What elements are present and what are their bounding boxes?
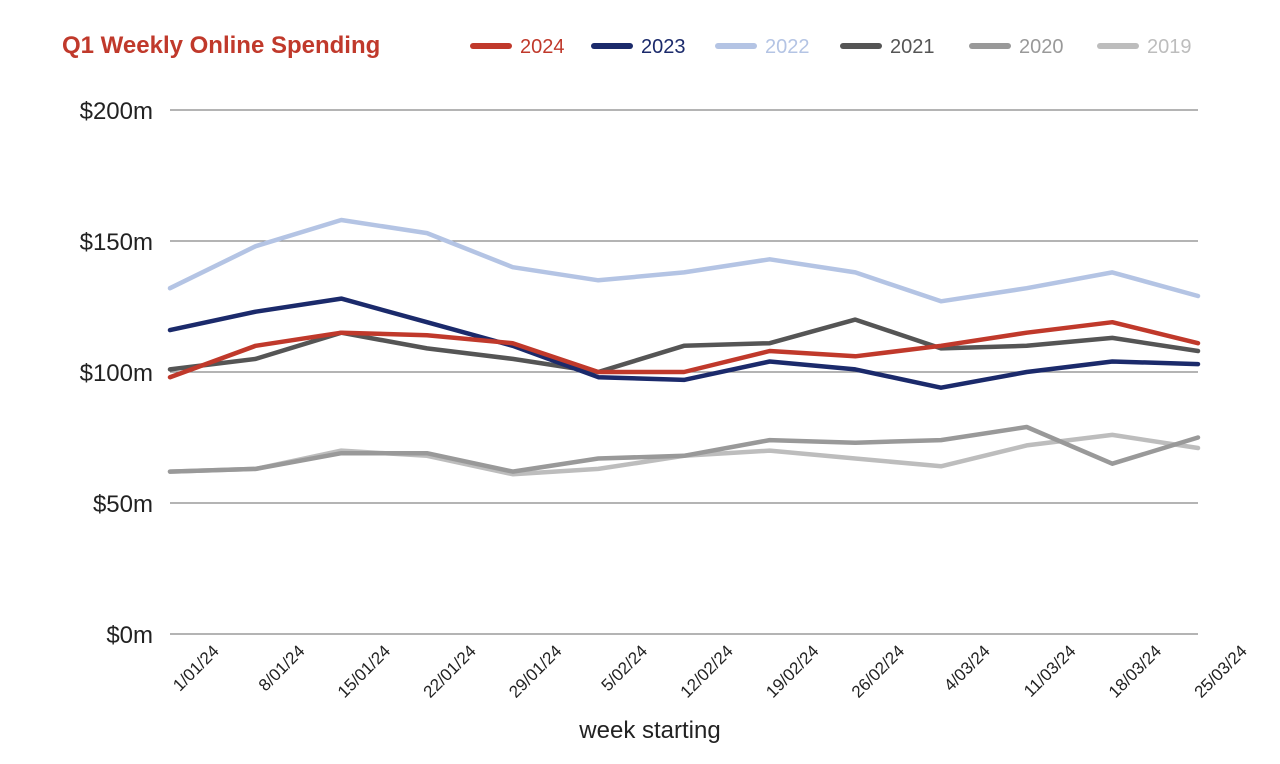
legend-label: 2022 xyxy=(765,36,810,58)
legend-label: 2023 xyxy=(641,36,686,58)
legend-item-2019: 2019 xyxy=(1097,36,1192,58)
legend-item-2024: 2024 xyxy=(470,36,565,58)
legend-item-2021: 2021 xyxy=(840,36,935,58)
legend-item-2022: 2022 xyxy=(715,36,810,58)
x-tick-label: 1/01/24 xyxy=(169,641,223,695)
legend-label: 2019 xyxy=(1147,36,1192,58)
x-tick-label: 19/02/24 xyxy=(762,641,822,701)
x-axis-ticks: 1/01/24 8/01/24 15/01/24 22/01/24 29/01/24 5/… xyxy=(169,641,1251,701)
y-axis-ticks: $0m $50m $100m $150m $200m xyxy=(80,98,153,649)
series-lines xyxy=(167,217,1201,477)
x-tick-label: 22/01/24 xyxy=(420,641,480,701)
x-tick-label: 11/03/24 xyxy=(1020,641,1079,700)
series-line-2023 xyxy=(167,296,1201,390)
x-tick-label: 5/02/24 xyxy=(598,641,652,695)
series-line-2021 xyxy=(167,317,1201,375)
legend-item-2020: 2020 xyxy=(969,36,1064,58)
legend-item-2023: 2023 xyxy=(591,36,686,58)
series-line-2024 xyxy=(167,319,1201,380)
x-axis-label: week starting xyxy=(578,717,720,744)
legend-label: 2021 xyxy=(890,36,935,58)
x-tick-label: 25/03/24 xyxy=(1191,641,1251,701)
y-tick-label: $100m xyxy=(80,360,153,387)
y-tick-label: $0m xyxy=(106,622,153,649)
legend: 2024 2023 2022 2021 2020 2019 xyxy=(470,36,1192,58)
x-tick-label: 4/03/24 xyxy=(940,641,994,695)
y-tick-label: $200m xyxy=(80,98,153,125)
x-tick-label: 29/01/24 xyxy=(505,641,565,701)
x-tick-label: 18/03/24 xyxy=(1105,641,1165,701)
y-tick-label: $150m xyxy=(80,229,153,256)
x-tick-label: 26/02/24 xyxy=(848,641,908,701)
x-tick-label: 12/02/24 xyxy=(677,641,737,701)
chart-title: Q1 Weekly Online Spending xyxy=(62,32,380,59)
y-tick-label: $50m xyxy=(93,491,153,518)
series-line-2020 xyxy=(167,424,1201,474)
x-tick-label: 8/01/24 xyxy=(255,641,309,695)
x-tick-label: 15/01/24 xyxy=(334,641,394,701)
legend-label: 2024 xyxy=(520,36,565,58)
series-line-2022 xyxy=(167,217,1201,304)
legend-label: 2020 xyxy=(1019,36,1064,58)
